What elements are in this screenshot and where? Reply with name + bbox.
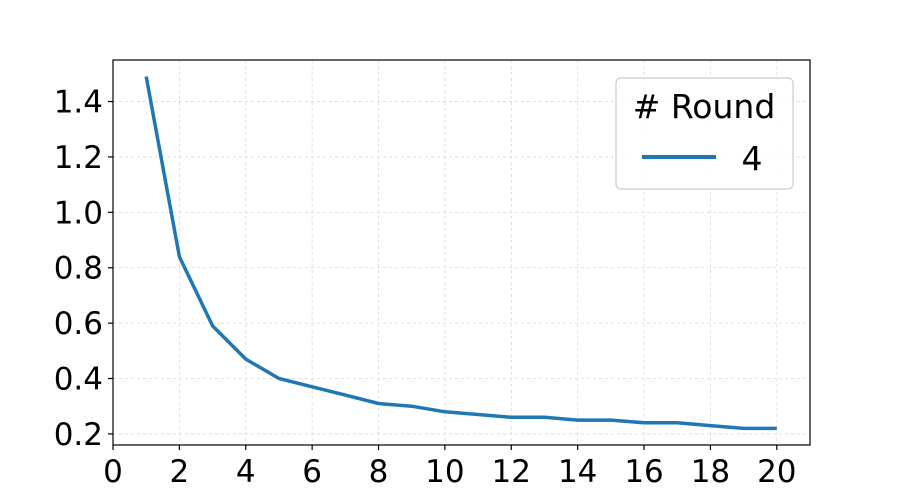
series-line-1 [144, 76, 777, 431]
legend: # Round 4 [615, 77, 794, 190]
legend-title: # Round [633, 87, 776, 126]
series-layer [144, 76, 777, 431]
y-tick-label: 0.8 [54, 251, 103, 287]
x-tick-label: 4 [236, 454, 256, 490]
x-tick-label: 14 [558, 454, 597, 490]
x-tick-label: 2 [170, 454, 190, 490]
y-tick-label: 1.2 [54, 140, 103, 176]
x-tick-label: 18 [691, 454, 730, 490]
y-tick-label: 0.2 [54, 417, 103, 453]
x-tick-label: 20 [757, 454, 796, 490]
y-axis: 0.2 0.4 0.6 0.8 1.0 1.2 1.4 [54, 85, 113, 453]
y-tick-label: 0.6 [54, 306, 103, 342]
x-tick-label: 12 [492, 454, 531, 490]
y-tick-label: 1.0 [54, 195, 103, 231]
x-tick-label: 8 [369, 454, 389, 490]
x-tick-label: 10 [425, 454, 464, 490]
legend-label-series-1: 4 [742, 139, 763, 178]
plot-area-frame [112, 59, 811, 446]
x-tick-label: 16 [624, 454, 663, 490]
y-tick-label: 0.4 [54, 362, 103, 398]
legend-box [615, 77, 794, 190]
y-tick-label: 1.4 [54, 85, 103, 121]
grid [112, 60, 810, 445]
x-axis: 0 2 4 6 8 10 12 14 16 18 20 [103, 445, 797, 490]
x-tick-label: 0 [103, 454, 123, 490]
x-tick-label: 6 [302, 454, 322, 490]
